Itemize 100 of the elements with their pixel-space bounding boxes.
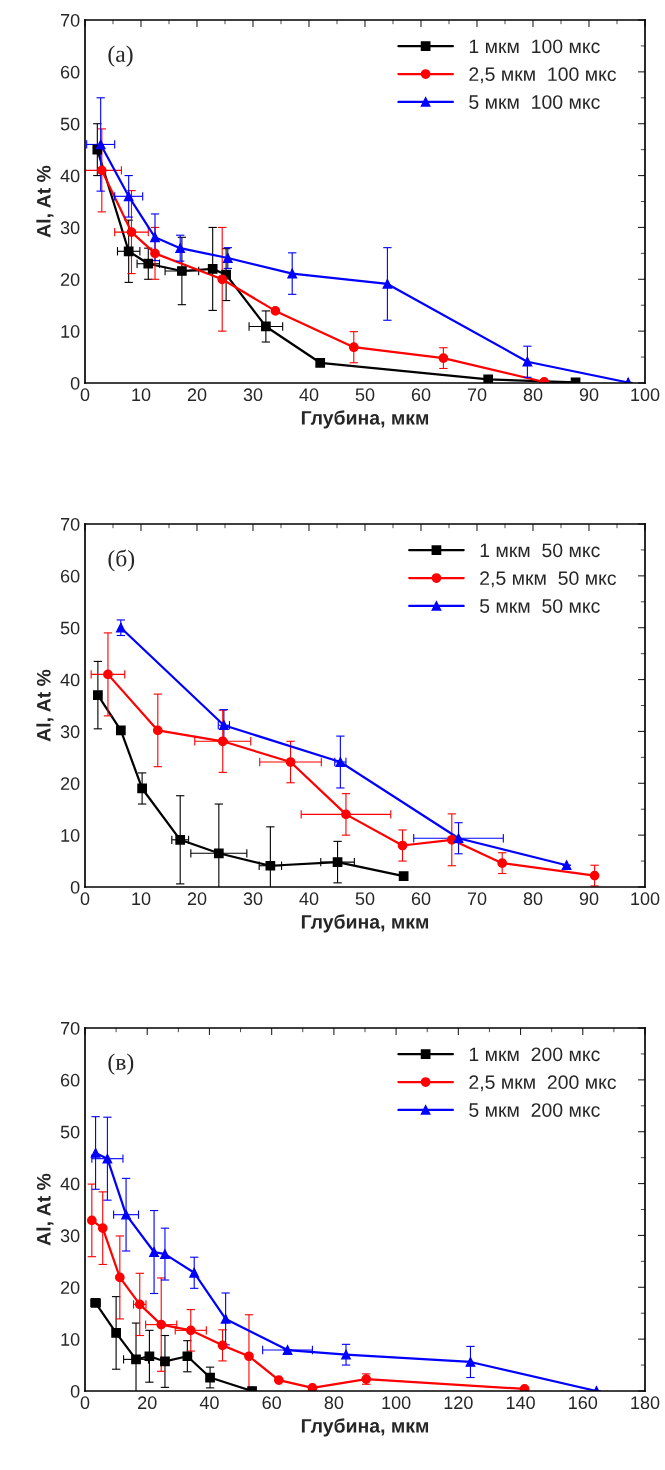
y-tick-label: 20 — [60, 777, 80, 791]
x-tick-label: 50 — [355, 388, 375, 402]
x-tick-label: 40 — [199, 1396, 219, 1410]
legend-label: 2,5 мкм 50 мкс — [480, 571, 617, 588]
x-tick-label: 30 — [243, 892, 263, 906]
point — [115, 622, 126, 633]
x-tick-label: 20 — [187, 892, 207, 906]
annotation: (б) — [108, 549, 135, 572]
point — [115, 725, 126, 736]
y-axis-title: Al, At % — [36, 669, 54, 742]
point — [123, 246, 134, 257]
x-tick-label: 20 — [187, 388, 207, 402]
legend-label: 2,5 мкм 100 мкс — [469, 67, 617, 84]
x-axis-title: Глубина, мкм — [301, 914, 429, 933]
x-tick-label: 50 — [355, 892, 375, 906]
point — [483, 374, 494, 383]
x-tick-label: 30 — [243, 388, 263, 402]
y-tick-label: 20 — [60, 273, 80, 287]
point — [96, 165, 107, 176]
legend-label: 1 мкм 200 мкс — [469, 1047, 600, 1062]
point — [156, 1319, 167, 1330]
x-tick-label: 40 — [299, 892, 319, 906]
x-tick-label: 80 — [324, 1396, 344, 1410]
y-tick-label: 40 — [60, 1177, 80, 1191]
point — [177, 266, 187, 276]
point — [175, 834, 186, 845]
point — [149, 1247, 159, 1257]
x-tick-label: 90 — [579, 892, 599, 906]
y-tick-label: 50 — [60, 117, 80, 131]
legend-label: 5 мкм 100 мкс — [469, 95, 600, 109]
point — [222, 253, 233, 263]
y-tick-label: 70 — [60, 1021, 80, 1035]
x-tick-label: 70 — [467, 388, 487, 402]
x-tick-label: 80 — [523, 388, 543, 402]
point — [189, 1267, 200, 1278]
point — [282, 1345, 293, 1355]
point — [561, 860, 572, 871]
y-tick-label: 10 — [61, 325, 80, 338]
point — [217, 274, 228, 285]
y-tick-label: 60 — [60, 1073, 80, 1087]
y-axis-title: Al, At % — [36, 165, 54, 238]
point — [522, 356, 533, 367]
point — [114, 1272, 125, 1283]
point — [446, 834, 457, 845]
point — [397, 840, 408, 851]
x-tick-label: 60 — [411, 892, 431, 906]
x-tick-label: 0 — [80, 1396, 90, 1410]
x-tick-label: 100 — [631, 388, 660, 402]
y-tick-label: 40 — [60, 169, 80, 183]
point — [95, 139, 106, 150]
point — [398, 871, 409, 881]
legend-label: 5 мкм 200 мкс — [469, 1103, 600, 1117]
point — [217, 1340, 228, 1351]
x-axis-title: Глубина, мкм — [301, 1418, 429, 1437]
y-tick-label: 60 — [60, 569, 80, 583]
point — [244, 1351, 254, 1362]
point — [150, 232, 160, 243]
x-tick-label: 10 — [132, 892, 151, 906]
legend-label: 1 мкм 50 мкс — [480, 543, 600, 558]
point — [273, 1375, 284, 1385]
point — [205, 1372, 215, 1383]
x-tick-label: 90 — [579, 388, 599, 402]
point — [93, 690, 103, 700]
y-axis-title: Al, At % — [36, 1173, 54, 1246]
point — [497, 858, 508, 869]
point — [213, 848, 224, 859]
point — [220, 1314, 231, 1324]
point — [152, 725, 163, 736]
point — [182, 1351, 193, 1362]
y-tick-label: 0 — [70, 1384, 80, 1398]
x-tick-label: 10 — [132, 388, 151, 402]
point — [126, 227, 137, 237]
point — [315, 357, 326, 368]
y-tick-label: 70 — [60, 13, 80, 27]
y-tick-label: 50 — [60, 1125, 80, 1139]
point — [111, 1328, 121, 1338]
x-tick-label: 80 — [523, 892, 543, 906]
x-tick-label: 100 — [631, 892, 660, 906]
point — [131, 1354, 141, 1365]
point — [150, 248, 160, 259]
y-tick-label: 30 — [60, 1229, 80, 1243]
point — [207, 264, 218, 274]
y-tick-label: 60 — [60, 65, 80, 79]
x-tick-label: 0 — [80, 892, 90, 906]
point — [97, 1223, 108, 1234]
x-tick-label: 180 — [631, 1396, 660, 1410]
y-tick-label: 10 — [61, 1333, 80, 1346]
point — [86, 1215, 97, 1226]
point — [90, 1148, 101, 1158]
point — [453, 833, 464, 844]
y-tick-label: 30 — [60, 725, 80, 739]
x-tick-label: 100 — [382, 1396, 411, 1410]
y-tick-label: 10 — [61, 829, 80, 842]
point — [217, 736, 228, 747]
y-tick-label: 20 — [60, 1281, 80, 1295]
y-tick-label: 40 — [60, 673, 80, 687]
y-tick-label: 0 — [70, 880, 80, 894]
point — [285, 757, 296, 767]
point — [103, 669, 113, 680]
point — [185, 1325, 196, 1336]
